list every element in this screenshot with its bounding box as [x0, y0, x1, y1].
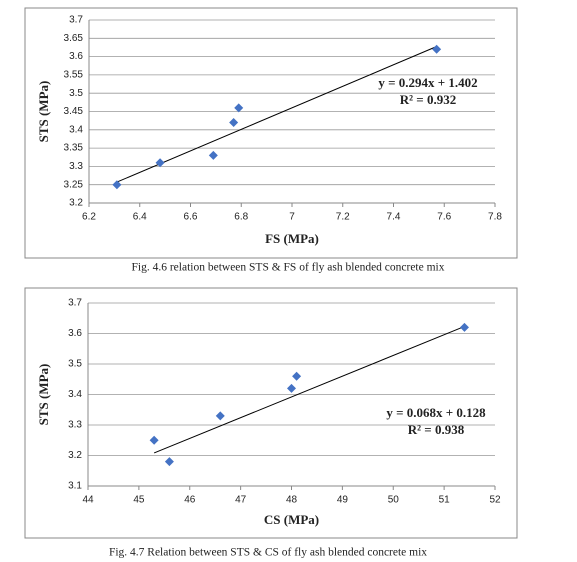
x-tick-label: 47 — [235, 495, 247, 506]
x-tick-label: 50 — [388, 495, 400, 506]
x-tick-label: 6.4 — [133, 212, 147, 223]
y-tick-label: 3.2 — [68, 450, 82, 461]
x-tick-label: 44 — [82, 495, 94, 506]
y-tick-label: 3.5 — [68, 359, 82, 370]
y-tick-label: 3.7 — [69, 15, 83, 26]
data-point — [164, 457, 174, 467]
trend-equation: y = 0.068x + 0.128 — [386, 405, 486, 420]
y-tick-label: 3.4 — [69, 124, 83, 135]
y-tick-label: 3.3 — [69, 161, 83, 172]
trend-equation: y = 0.294x + 1.402 — [378, 75, 477, 90]
y-tick-label: 3.35 — [64, 143, 84, 154]
x-tick-label: 6.2 — [82, 212, 96, 223]
y-tick-label: 3.3 — [68, 420, 82, 431]
y-tick-label: 3.4 — [68, 389, 82, 400]
trend-r2: R² = 0.938 — [408, 422, 465, 437]
y-tick-label: 3.45 — [64, 106, 84, 117]
caption: Fig. 4.7 Relation between STS & CS of fl… — [109, 547, 427, 559]
data-point — [112, 180, 122, 190]
data-point — [155, 158, 165, 168]
x-axis-title: CS (MPa) — [264, 512, 319, 527]
data-point — [215, 411, 225, 421]
data-point — [234, 103, 244, 113]
x-tick-label: 46 — [184, 495, 196, 506]
x-tick-label: 6.8 — [234, 212, 248, 223]
trend-r2: R² = 0.932 — [400, 92, 456, 107]
y-tick-label: 3.1 — [68, 481, 82, 492]
x-tick-label: 7.6 — [437, 212, 451, 223]
y-axis-title: STS (MPa) — [36, 81, 51, 143]
x-tick-label: 7.2 — [336, 212, 350, 223]
y-tick-label: 3.6 — [68, 328, 82, 339]
trendline — [116, 46, 437, 183]
x-tick-label: 7 — [289, 212, 295, 223]
data-point — [208, 150, 218, 160]
x-tick-label: 7.8 — [488, 212, 502, 223]
data-point — [229, 117, 239, 127]
y-tick-label: 3.65 — [64, 33, 84, 44]
y-tick-label: 3.5 — [69, 88, 83, 99]
x-tick-label: 52 — [489, 495, 501, 506]
y-tick-label: 3.7 — [68, 298, 82, 309]
y-tick-label: 3.6 — [69, 51, 83, 62]
x-tick-label: 7.4 — [387, 212, 401, 223]
x-axis-title: FS (MPa) — [265, 231, 319, 246]
x-tick-label: 6.6 — [184, 212, 198, 223]
caption: Fig. 4.6 relation between STS & FS of fl… — [132, 262, 445, 274]
data-point — [287, 383, 296, 393]
x-tick-label: 48 — [286, 495, 298, 506]
chart-frame — [24, 287, 518, 539]
x-tick-label: 45 — [133, 495, 145, 506]
y-tick-label: 3.55 — [64, 70, 84, 81]
x-tick-label: 51 — [439, 495, 451, 506]
x-tick-label: 49 — [337, 495, 349, 506]
y-axis-title: STS (MPa) — [36, 364, 51, 426]
data-point — [432, 44, 442, 54]
trendline — [153, 325, 465, 454]
data-point — [459, 322, 469, 332]
data-point — [149, 435, 159, 445]
y-tick-label: 3.2 — [69, 198, 83, 209]
data-point — [292, 371, 302, 381]
y-tick-label: 3.25 — [64, 179, 84, 190]
